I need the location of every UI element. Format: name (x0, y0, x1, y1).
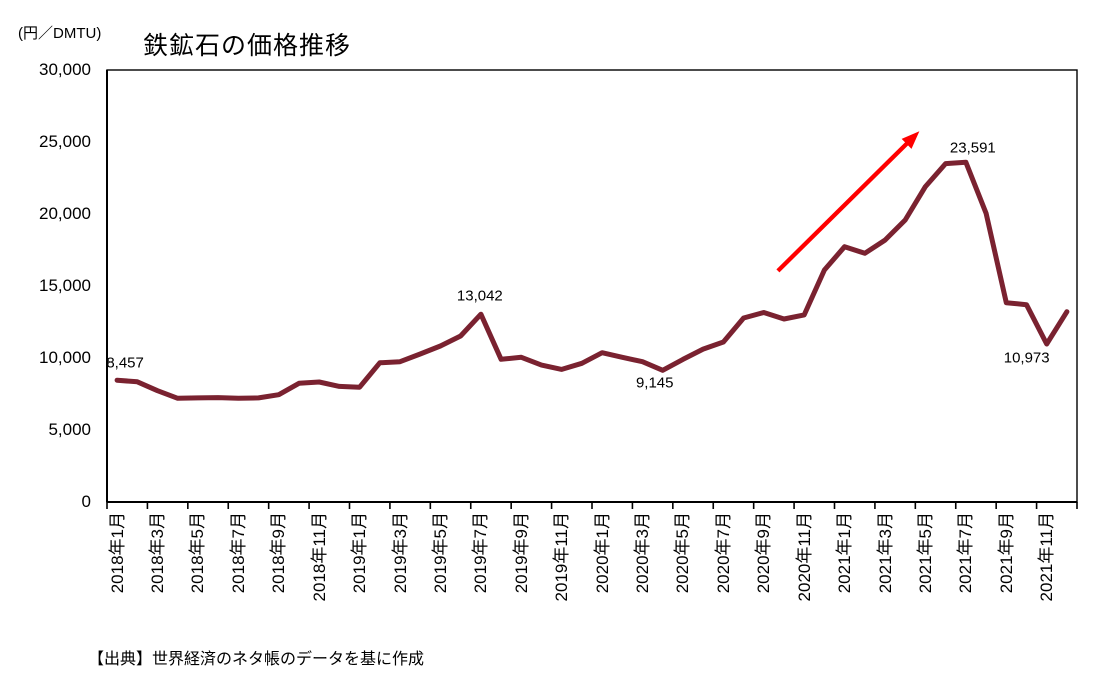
x-tick-label: 2018年11月 (309, 512, 329, 602)
x-axis-ticks (106, 502, 1078, 509)
y-tick-label: 5,000 (48, 420, 91, 439)
x-tick-label: 2020年11月 (794, 512, 814, 602)
y-tick-label: 15,000 (39, 276, 91, 295)
plot-border (106, 69, 1078, 503)
x-tick-label: 2020年3月 (633, 512, 653, 594)
y-tick-label: 30,000 (39, 60, 91, 79)
x-tick-label: 2018年1月 (107, 512, 127, 594)
x-tick-label: 2020年1月 (592, 512, 612, 594)
chart-title: 鉄鉱石の価格推移 (143, 32, 352, 60)
y-tick-label: 10,000 (39, 348, 91, 367)
data-label: 8,457 (106, 354, 144, 372)
y-axis-unit-label: (円／DMTU) (18, 25, 102, 42)
x-tick-label: 2021年5月 (915, 512, 935, 594)
x-tick-label: 2019年9月 (511, 512, 531, 594)
x-tick-label: 2020年5月 (673, 512, 693, 594)
y-tick-label: 20,000 (39, 204, 91, 223)
data-label: 13,042 (456, 287, 503, 305)
x-tick-label: 2019年11月 (552, 512, 572, 602)
price-line (114, 159, 1070, 401)
x-tick-label: 2021年11月 (1037, 512, 1057, 602)
trend-arrow (776, 131, 920, 273)
data-label: 10,973 (1003, 349, 1050, 367)
source-note: 【出典】世界経済のネタ帳のデータを基に作成 (88, 651, 425, 668)
x-tick-label: 2020年9月 (754, 512, 774, 594)
x-tick-label: 2018年3月 (148, 512, 168, 594)
x-tick-label: 2021年3月 (875, 512, 895, 594)
x-tick-label: 2019年7月 (471, 512, 491, 594)
x-tick-label: 2021年9月 (996, 512, 1016, 594)
x-tick-label: 2018年7月 (228, 512, 248, 594)
y-tick-label: 0 (81, 492, 91, 511)
trend-arrow-head-icon (901, 131, 920, 149)
x-tick-label: 2018年9月 (269, 512, 289, 594)
x-tick-label: 2019年1月 (350, 512, 370, 594)
x-tick-label: 2021年7月 (956, 512, 976, 594)
y-tick-label: 25,000 (39, 132, 91, 151)
x-tick-label: 2019年5月 (430, 512, 450, 594)
x-tick-label: 2018年5月 (188, 512, 208, 594)
x-tick-label: 2020年7月 (713, 512, 733, 594)
data-label: 23,591 (949, 139, 996, 157)
x-tick-label: 2021年1月 (835, 512, 855, 594)
trend-arrow-line (776, 136, 914, 273)
x-tick-label: 2019年3月 (390, 512, 410, 594)
data-label: 9,145 (635, 374, 674, 392)
